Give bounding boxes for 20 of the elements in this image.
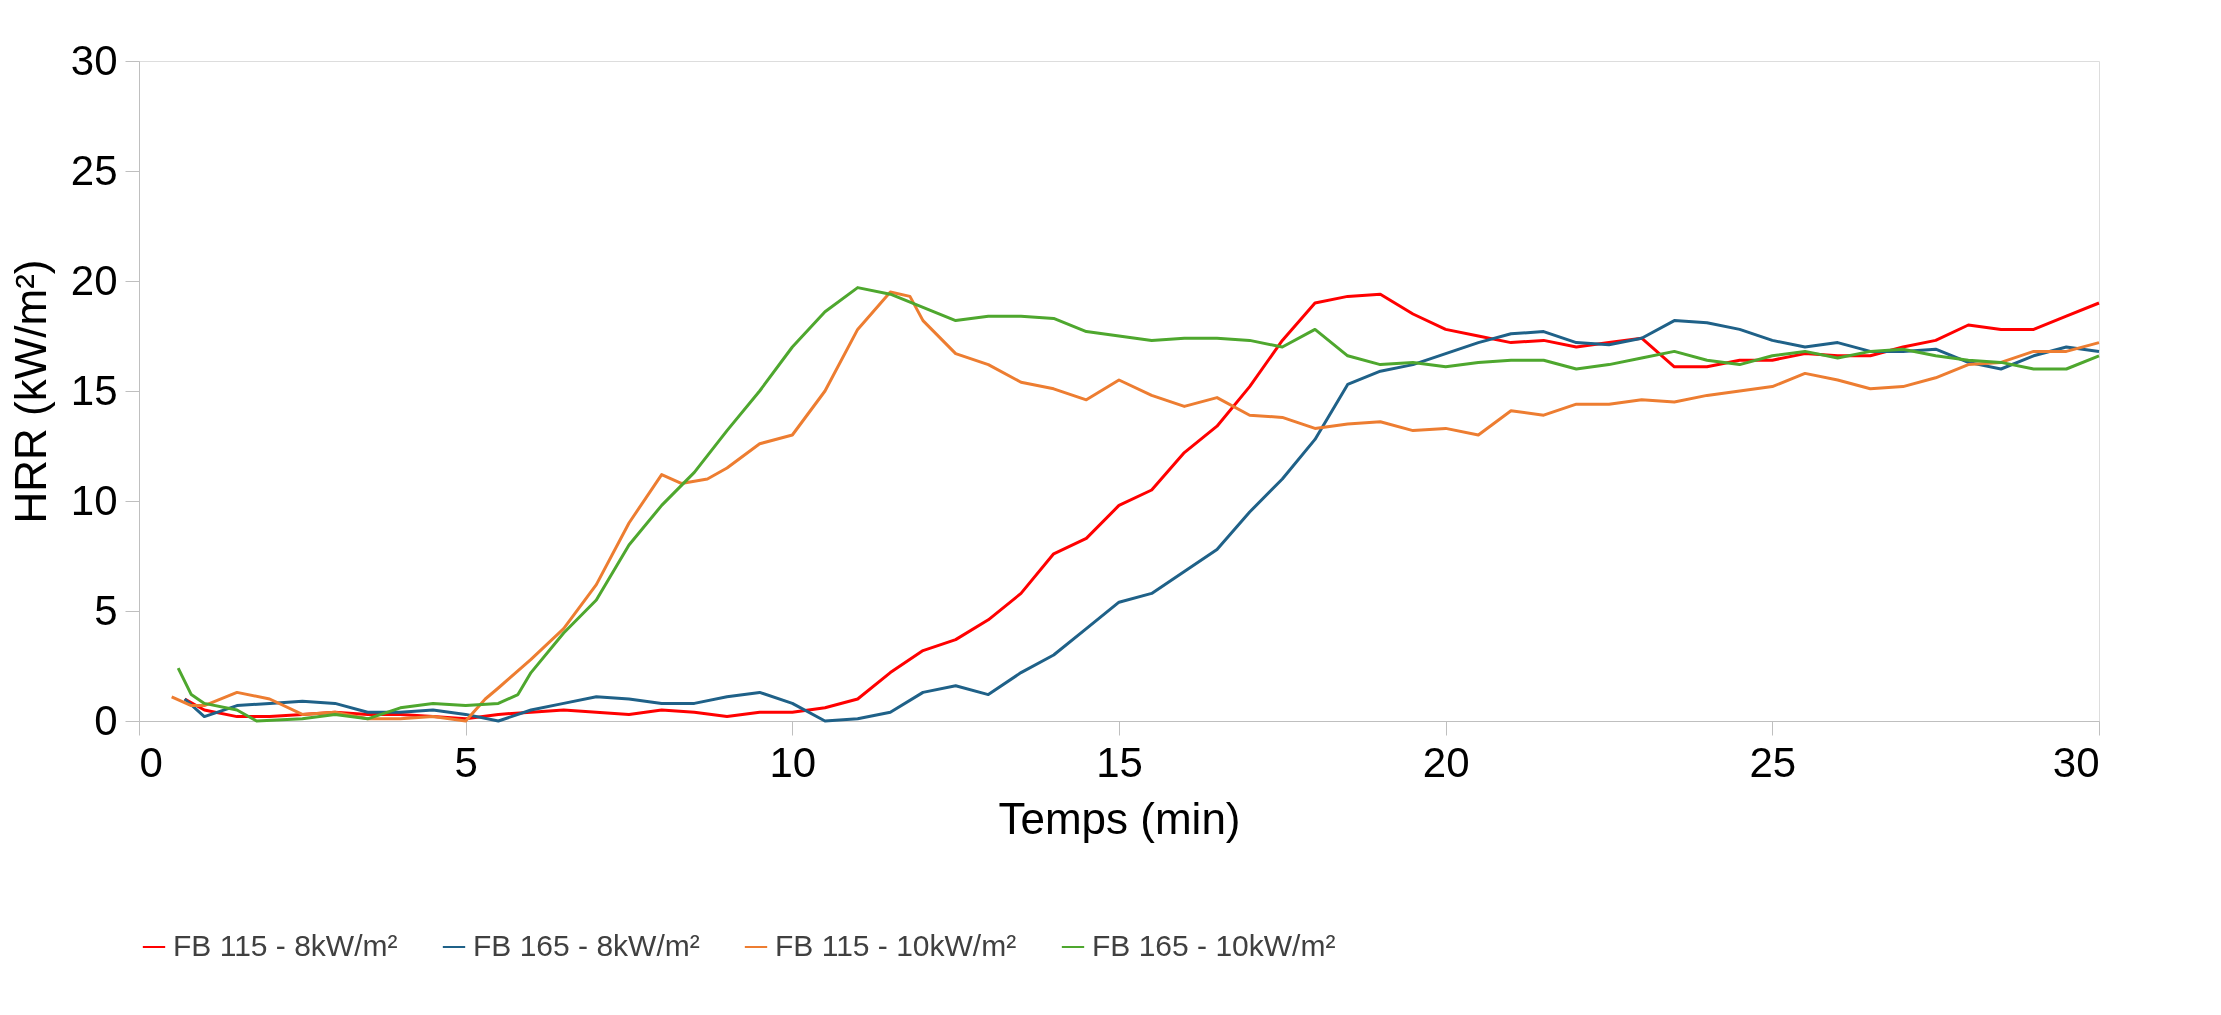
x-tick-label: 30 (2052, 738, 2100, 786)
x-tick-label: 15 (1096, 738, 1143, 786)
legend-label: FB 165 - 8kW/m² (473, 929, 700, 962)
legend-label: FB 115 - 10kW/m² (775, 929, 1017, 962)
y-tick-label: 15 (70, 366, 118, 414)
x-tick-label: 5 (454, 738, 478, 786)
y-tick-label: 25 (70, 146, 118, 194)
legend-label: FB 165 - 10kW/m² (1092, 929, 1336, 962)
x-tick-label: 0 (139, 738, 163, 786)
y-tick-label: 20 (70, 256, 118, 304)
x-tick-label: 20 (1422, 738, 1470, 786)
y-tick-label: 0 (94, 696, 118, 744)
legend-label: FB 115 - 8kW/m² (173, 929, 398, 962)
y-tick-label: 30 (70, 36, 118, 84)
x-tick-label: 25 (1749, 738, 1797, 786)
y-tick-label: 5 (94, 586, 118, 634)
x-tick-label: 10 (769, 738, 817, 786)
y-tick-label: 10 (70, 476, 118, 524)
y-axis-title: HRR (kW/m²) (5, 259, 55, 524)
x-axis-title: Temps (min) (998, 793, 1241, 843)
